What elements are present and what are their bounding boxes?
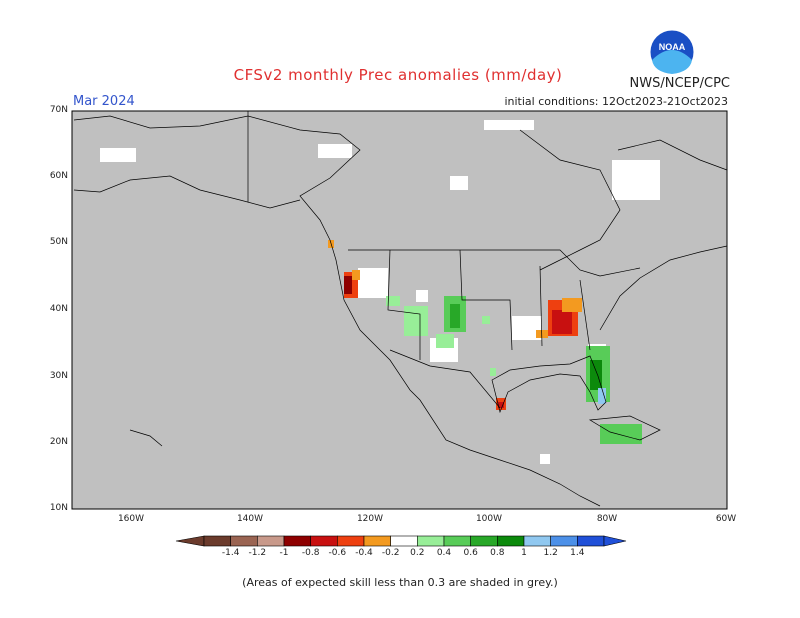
wet-anomaly-patches [386,296,642,444]
colorbar-label: -0.8 [301,548,320,558]
lon-label: 160W [117,514,145,524]
lat-label: 70N [49,105,68,115]
colorbar-bin [390,535,418,547]
lat-label: 50N [49,237,68,247]
map-title: CFSv2 monthly Prec anomalies (mm/day) [233,66,563,84]
organization: NWS/NCEP/CPC [629,76,730,91]
colorbar-label: -0.6 [328,548,347,558]
dry-anomaly-patches [328,240,582,410]
colorbar-bin [203,535,231,547]
colorbar-label: -0.2 [381,548,400,558]
colorbar-bin [310,535,338,547]
lon-label: 60W [715,514,737,524]
valid-month: Mar 2024 [73,94,135,109]
skill-note: (Areas of expected skill less than 0.3 a… [242,576,558,589]
lon-label: 120W [356,514,384,524]
noaa-logo-text: NOAA [659,42,686,52]
lat-label: 60N [49,171,68,181]
colorbar-bin [363,535,391,547]
colorbar-label: -0.4 [355,548,373,558]
initial-conditions: initial conditions: 12Oct2023-21Oct2023 [504,95,728,108]
colorbar-bin [497,535,525,547]
colorbar-label: 1.2 [543,548,558,558]
colorbar-bin [577,535,605,547]
colorbar [175,535,627,547]
colorbar-bin [523,535,551,547]
colorbar-bin [470,535,498,547]
colorbar-high-arrow [603,535,627,547]
colorbar-label: -1.2 [248,548,267,558]
lon-label: 80W [596,514,618,524]
colorbar-bin [550,535,578,547]
colorbar-bin [337,535,365,547]
lat-label: 30N [49,371,68,381]
colorbar-bin [417,535,445,547]
colorbar-label: -1 [279,548,289,558]
noaa-logo-icon: NOAA [649,29,695,75]
colorbar-label: 0.8 [490,548,505,558]
colorbar-label: 0.2 [410,548,425,558]
colorbar-bin [257,535,285,547]
lat-label: 20N [49,437,68,447]
colorbar-label: -1.4 [221,548,240,558]
colorbar-label: 1.4 [570,548,585,558]
lat-label: 40N [49,304,68,314]
colorbar-low-arrow [175,535,205,547]
borders [247,111,641,409]
colorbar-bin [230,535,258,547]
colorbar-bin [283,535,311,547]
colorbar-label: 1 [521,548,527,558]
lon-label: 100W [475,514,503,524]
lat-label: 10N [49,503,68,513]
colorbar-label: 0.6 [463,548,478,558]
lon-label: 140W [236,514,264,524]
colorbar-label: 0.4 [436,548,452,558]
colorbar-bin [443,535,471,547]
